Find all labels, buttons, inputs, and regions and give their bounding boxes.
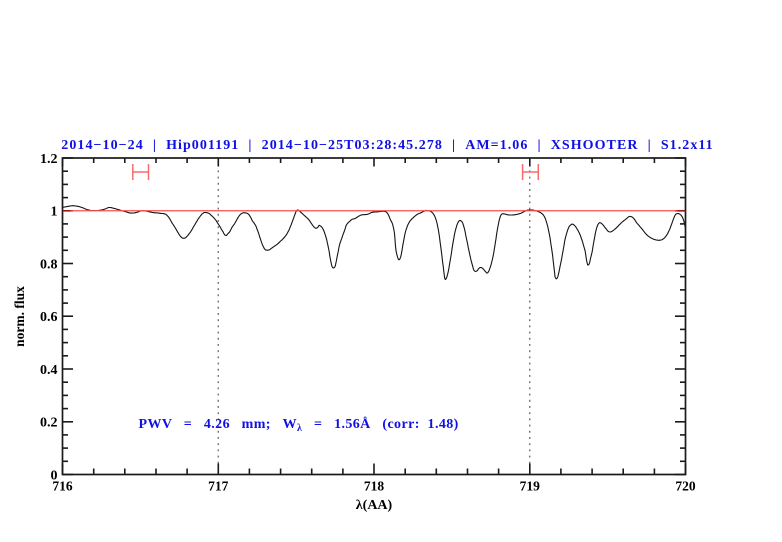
svg-text:PWV = 4.26 mm; Wλ =: PWV = 4.26 mm; Wλ = 1.56Å (corr: 1.48)	[139, 416, 459, 434]
svg-text:719: 719	[520, 478, 541, 493]
svg-text:0.2: 0.2	[40, 416, 58, 431]
svg-text:717: 717	[208, 478, 229, 493]
svg-text:norm. flux: norm. flux	[12, 286, 27, 347]
svg-text:0.6: 0.6	[40, 310, 58, 325]
svg-text:720: 720	[675, 478, 696, 493]
svg-text:0.4: 0.4	[40, 363, 58, 378]
svg-text:1: 1	[51, 205, 58, 220]
svg-text:1.2: 1.2	[40, 152, 58, 167]
svg-text:0.8: 0.8	[40, 257, 58, 272]
svg-text:2014−10−24 | Hip001191 | 2: 2014−10−24 | Hip001191 | 2014−10−25T03:2…	[61, 138, 713, 153]
svg-text:716: 716	[52, 478, 73, 493]
svg-text:0: 0	[51, 468, 58, 483]
svg-text:λ(AA): λ(AA)	[356, 498, 393, 513]
svg-text:718: 718	[364, 478, 385, 493]
